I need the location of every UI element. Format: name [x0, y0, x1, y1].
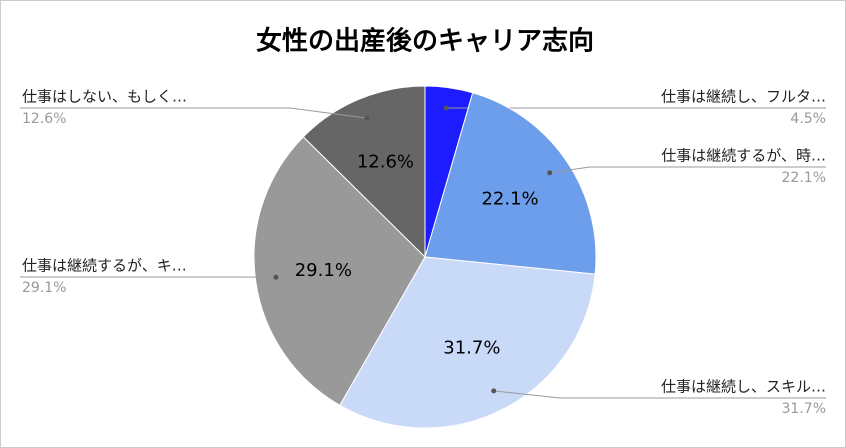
slice-label: 22.1%	[481, 189, 538, 210]
legend-label: 仕事はしない、もしく…	[22, 88, 187, 106]
legend-label: 仕事は継続するが、キ…	[22, 257, 187, 275]
chart-title: 女性の出産後のキャリア志向	[256, 26, 594, 57]
pie-slice	[339, 256, 596, 429]
legend-value: 29.1%	[22, 280, 66, 296]
pie-slice	[424, 92, 597, 275]
pie-slice	[302, 85, 426, 259]
slice-label: 12.6%	[357, 151, 414, 172]
leader-dot	[273, 274, 279, 280]
leader-dot	[491, 388, 497, 394]
legend-value: 31.7%	[782, 401, 826, 417]
legend-label: 仕事は継続するが、時…	[661, 147, 826, 165]
leader-dot	[364, 115, 370, 121]
leader-dot	[443, 105, 449, 111]
slice-label: 31.7%	[443, 337, 500, 358]
leader-line	[493, 390, 826, 399]
leader-line	[20, 107, 368, 119]
leader-line	[549, 166, 826, 174]
leader-dot	[547, 170, 553, 176]
slice-label: 29.1%	[295, 260, 352, 281]
legend-label: 仕事は継続し、フルタ…	[661, 88, 826, 106]
legend-value: 4.5%	[790, 111, 826, 127]
legend-label: 仕事は継続し、スキル…	[661, 378, 826, 396]
legend-value: 12.6%	[22, 111, 66, 127]
legend-value: 22.1%	[782, 170, 826, 186]
pie-slice	[253, 136, 426, 406]
